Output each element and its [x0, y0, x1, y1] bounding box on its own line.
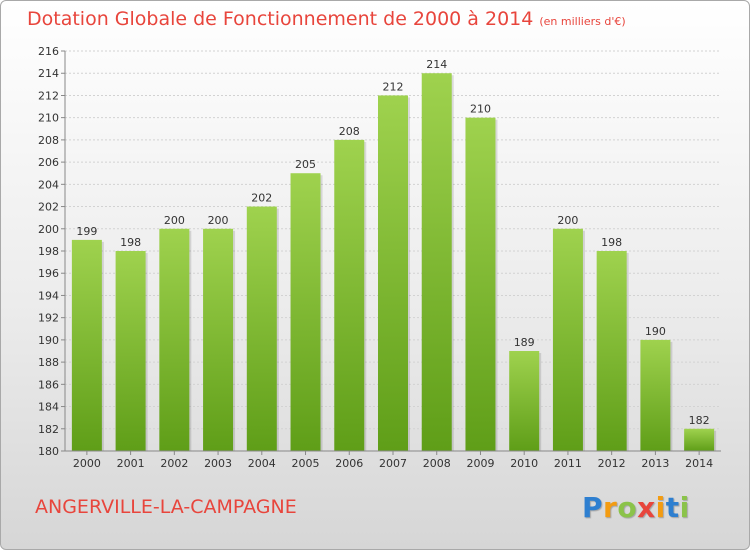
- data-label: 190: [645, 325, 666, 338]
- logo-letter: i: [655, 491, 666, 524]
- bars: 199 198 200 200 202 205 208 212 214 210 189 200 198 1…: [71, 58, 717, 452]
- x-tick-label: 2002: [160, 457, 188, 470]
- bar: [421, 73, 452, 451]
- chart-title: Dotation Globale de Fonctionnement de 20…: [27, 8, 626, 30]
- logo-letter: i: [679, 491, 690, 524]
- y-tick-label: 206: [38, 156, 59, 169]
- y-tick-label: 182: [38, 423, 59, 436]
- bar: [640, 339, 671, 451]
- x-tick-label: 2012: [598, 457, 626, 470]
- x-tick-label: 2000: [73, 457, 101, 470]
- bar: [203, 228, 234, 451]
- y-tick-label: 194: [38, 289, 59, 302]
- y-tick-label: 186: [38, 378, 59, 391]
- chart-subtitle: (en milliers d'€): [539, 15, 626, 28]
- data-label: 205: [295, 158, 316, 171]
- y-tick-label: 202: [38, 201, 59, 214]
- logo-letter: r: [603, 491, 618, 524]
- logo-letter: o: [617, 491, 638, 524]
- data-label: 214: [426, 58, 447, 71]
- y-tick-label: 208: [38, 134, 59, 147]
- logo-letter: P: [582, 491, 604, 524]
- bar: [596, 251, 627, 451]
- y-axis: 180 182 184 186 188 190 192 194 196 198 200 202 204 2…: [38, 45, 66, 458]
- data-label: 189: [514, 336, 535, 349]
- data-label: 208: [339, 125, 360, 138]
- proxiti-logo[interactable]: Proxiti: [582, 491, 690, 524]
- bar: [159, 228, 190, 451]
- bar: [71, 239, 102, 451]
- y-tick-label: 198: [38, 245, 59, 258]
- x-tick-label: 2010: [510, 457, 538, 470]
- x-tick-label: 2005: [292, 457, 320, 470]
- data-label: 200: [164, 214, 185, 227]
- data-label: 198: [120, 236, 141, 249]
- data-label: 200: [208, 214, 229, 227]
- bar: [246, 206, 277, 451]
- bar: [290, 173, 321, 451]
- x-axis: 2000 2001 2002 2003 2004 2005 2006 2007 2008 2009…: [65, 450, 721, 470]
- commune-name: ANGERVILLE-LA-CAMPAGNE: [35, 496, 297, 518]
- data-label: 200: [557, 214, 578, 227]
- y-tick-label: 214: [38, 67, 59, 80]
- chart-title-text: Dotation Globale de Fonctionnement de 20…: [27, 8, 534, 30]
- x-tick-label: 2001: [117, 457, 145, 470]
- x-tick-label: 2006: [335, 457, 363, 470]
- y-tick-label: 212: [38, 89, 59, 102]
- bar: [465, 117, 496, 452]
- x-tick-label: 2007: [379, 457, 407, 470]
- y-tick-label: 184: [38, 401, 59, 414]
- data-label: 199: [76, 225, 97, 238]
- y-tick-label: 180: [38, 445, 59, 458]
- bar: [552, 228, 583, 451]
- logo-letter: x: [637, 491, 656, 524]
- logo-letter: t: [665, 491, 680, 524]
- x-tick-label: 2008: [423, 457, 451, 470]
- bar: [115, 251, 146, 451]
- y-tick-label: 200: [38, 223, 59, 236]
- x-tick-label: 2013: [641, 457, 669, 470]
- x-tick-label: 2014: [685, 457, 713, 470]
- x-tick-label: 2011: [554, 457, 582, 470]
- data-label: 212: [383, 80, 404, 93]
- data-label: 198: [601, 236, 622, 249]
- bar: [509, 351, 540, 451]
- y-tick-label: 188: [38, 356, 59, 369]
- y-tick-label: 196: [38, 267, 59, 280]
- x-tick-label: 2004: [248, 457, 276, 470]
- x-tick-label: 2009: [466, 457, 494, 470]
- y-tick-label: 192: [38, 312, 59, 325]
- y-tick-label: 210: [38, 112, 59, 125]
- y-tick-label: 190: [38, 334, 59, 347]
- data-label: 210: [470, 103, 491, 116]
- y-tick-label: 216: [38, 45, 59, 58]
- x-tick-label: 2003: [204, 457, 232, 470]
- data-label: 202: [251, 192, 272, 205]
- bar: [378, 95, 408, 451]
- data-label: 182: [689, 414, 710, 427]
- y-tick-label: 204: [38, 178, 59, 191]
- bar: [684, 428, 715, 451]
- bar: [334, 139, 365, 451]
